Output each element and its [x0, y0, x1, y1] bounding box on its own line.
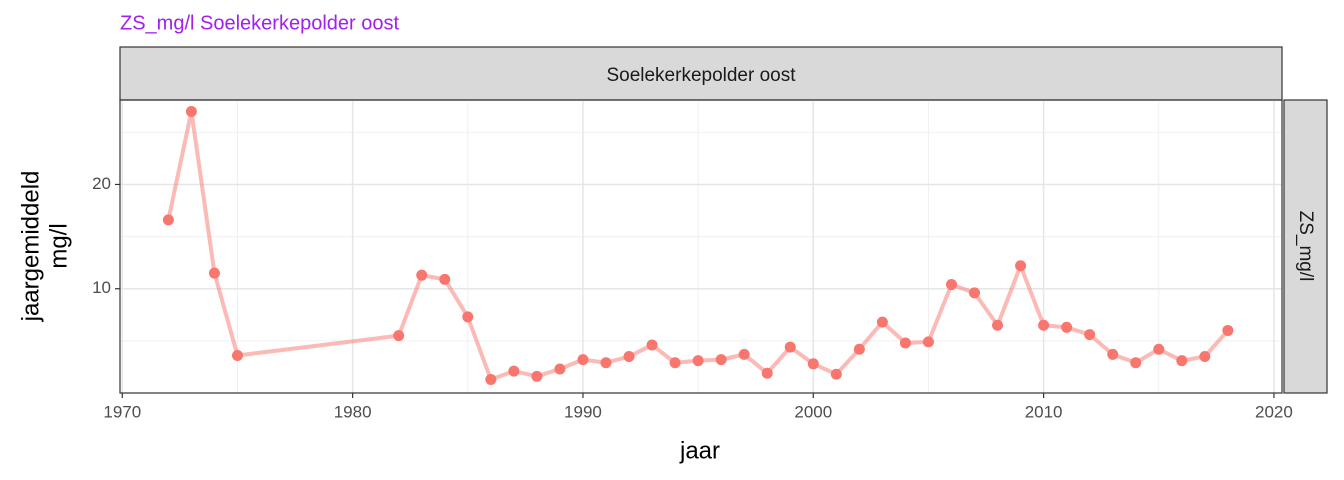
y-axis-title: mg/l [45, 223, 72, 268]
x-tick-label: 2010 [1025, 402, 1063, 421]
data-point [784, 341, 796, 353]
y-axis-title: jaargemiddeld [17, 171, 44, 323]
x-tick-label: 2020 [1255, 402, 1293, 421]
data-point [231, 349, 243, 361]
data-point [646, 339, 658, 351]
facet-row-label: ZS_mg/l [1295, 211, 1316, 282]
data-point [416, 269, 428, 281]
x-axis-title: jaar [679, 437, 720, 464]
data-point [162, 214, 174, 226]
data-point [853, 343, 865, 355]
data-point [807, 358, 819, 370]
data-point [1061, 321, 1073, 333]
data-point [393, 330, 405, 342]
data-point [1107, 348, 1119, 360]
data-point [922, 336, 934, 348]
chart-title: ZS_mg/l Soelekerkepolder oost [120, 12, 399, 34]
data-point [899, 337, 911, 349]
data-point [738, 348, 750, 360]
data-point [1130, 357, 1142, 369]
y-tick-label: 20 [92, 174, 111, 193]
data-point [600, 357, 612, 369]
data-point [439, 273, 451, 285]
data-point [761, 367, 773, 379]
data-point [969, 287, 981, 299]
data-point [485, 373, 497, 385]
facet-strip [119, 46, 1283, 101]
data-point [531, 370, 543, 382]
data-point [669, 357, 681, 369]
facet-label: Soelekerkepolder oost [606, 65, 796, 86]
data-point [1222, 324, 1234, 336]
data-point [1153, 343, 1165, 355]
data-point [876, 316, 888, 328]
data-point [1015, 260, 1027, 272]
data-point [508, 365, 520, 377]
data-point [992, 319, 1004, 331]
data-point [623, 351, 635, 363]
panel-border [119, 99, 1283, 394]
data-point [554, 363, 566, 375]
data-point [830, 368, 842, 380]
data-point [945, 279, 957, 291]
data-point [692, 355, 704, 367]
x-tick-label: 2000 [794, 402, 832, 421]
x-tick-label: 1970 [103, 402, 141, 421]
y-tick-label: 10 [92, 278, 111, 297]
data-point [462, 311, 474, 323]
data-point [1038, 319, 1050, 331]
data-point [208, 267, 220, 279]
data-point [1199, 351, 1211, 363]
facet-row-strip [1283, 99, 1328, 394]
x-tick-label: 1980 [334, 402, 372, 421]
data-point [185, 105, 197, 117]
data-point [1176, 355, 1188, 367]
x-tick-label: 1990 [564, 402, 602, 421]
data-point [577, 354, 589, 366]
data-point [1084, 329, 1096, 341]
data-point [715, 354, 727, 366]
